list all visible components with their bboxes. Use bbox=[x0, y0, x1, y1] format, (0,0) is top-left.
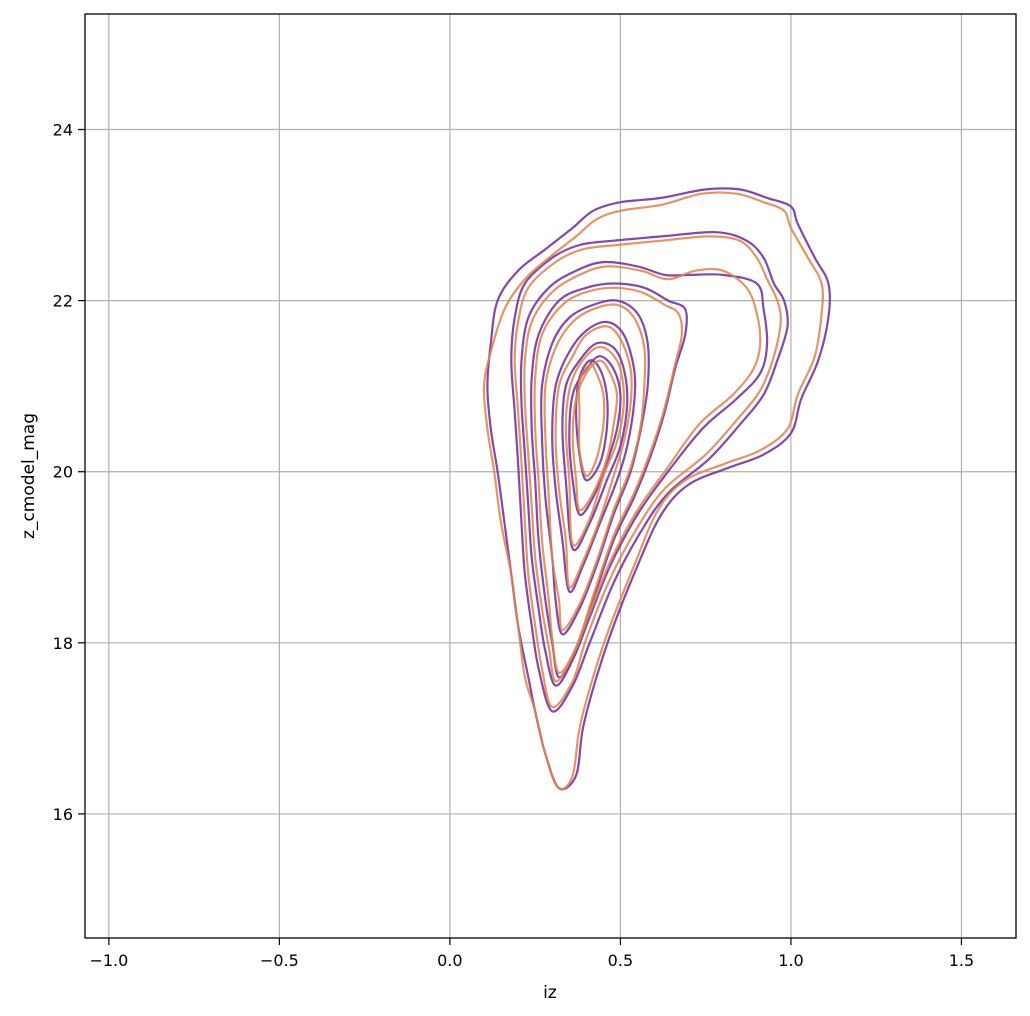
contour-level-line bbox=[554, 325, 633, 589]
contour-level-line bbox=[571, 359, 619, 512]
plot-frame bbox=[84, 13, 1017, 939]
contour-level-line bbox=[510, 231, 789, 713]
y-tick-label: 24 bbox=[53, 121, 73, 140]
contour-level-line bbox=[482, 191, 825, 791]
plot-background bbox=[85, 14, 1016, 938]
contour-level-line bbox=[519, 260, 769, 687]
contour-level-line bbox=[539, 299, 650, 636]
contour-level-line bbox=[564, 345, 626, 547]
x-tick-label: −1.0 bbox=[89, 951, 128, 970]
contour-level-line bbox=[568, 355, 622, 517]
y-tick-label: 18 bbox=[53, 634, 73, 653]
contour-level-line bbox=[513, 235, 782, 709]
y-tick-label: 20 bbox=[53, 463, 73, 482]
grid bbox=[85, 14, 1016, 938]
x-tick-label: 1.0 bbox=[778, 951, 803, 970]
contour-level-line bbox=[551, 320, 637, 594]
x-tick-label: −0.5 bbox=[260, 951, 299, 970]
contour-level-line bbox=[577, 363, 606, 478]
contour-series bbox=[482, 191, 825, 791]
y-axis-label: z_cmodel_mag bbox=[19, 413, 39, 539]
contour-level-line bbox=[543, 303, 647, 632]
contour-lines bbox=[482, 187, 831, 791]
x-tick-label: 0.0 bbox=[437, 951, 462, 970]
contour-level-line bbox=[529, 282, 688, 679]
contour-series bbox=[486, 187, 831, 791]
x-tick-label: 1.5 bbox=[949, 951, 974, 970]
x-axis-label: iz bbox=[543, 983, 557, 1003]
contour-level-line bbox=[486, 187, 831, 791]
x-tick-label: 0.5 bbox=[608, 951, 633, 970]
contour-level-line bbox=[533, 286, 684, 674]
y-tick-label: 16 bbox=[53, 805, 73, 824]
y-tick-label: 22 bbox=[53, 292, 73, 311]
ticks: −1.0 −0.5 0.0 0.5 1.0 1.5 16 18 20 22 24 bbox=[53, 121, 975, 971]
contour-level-line bbox=[561, 341, 629, 552]
contour-level-line bbox=[523, 265, 762, 683]
